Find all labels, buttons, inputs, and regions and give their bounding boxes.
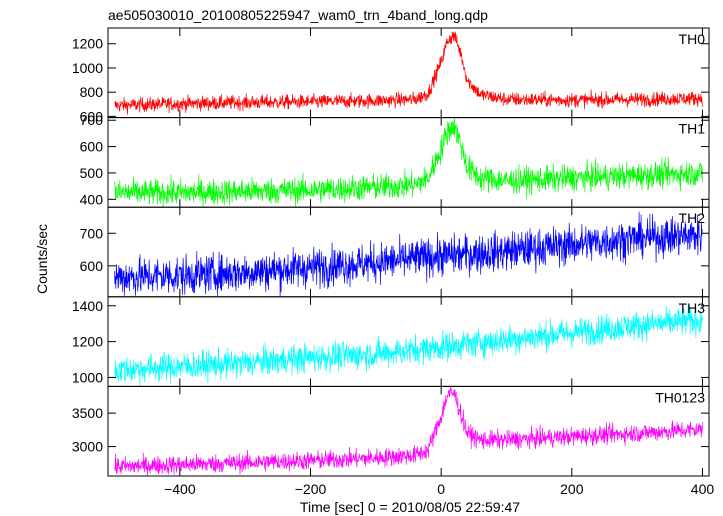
panel-label: TH0123 bbox=[655, 389, 705, 405]
x-tick-label: −200 bbox=[295, 481, 327, 497]
y-axis-label: Counts/sec bbox=[34, 224, 50, 294]
y-tick-label: 3500 bbox=[72, 405, 103, 421]
y-tick-label: 600 bbox=[80, 108, 104, 124]
panel-frame bbox=[107, 27, 710, 119]
y-tick-label: 3000 bbox=[72, 439, 103, 455]
panel-label: TH2 bbox=[679, 210, 706, 226]
x-tick-label: 200 bbox=[560, 481, 584, 497]
y-tick-label: 1000 bbox=[72, 369, 103, 385]
panel-frame bbox=[107, 206, 710, 298]
panel-th2: 600 700 TH2 bbox=[80, 206, 710, 298]
y-tick-label: 700 bbox=[80, 225, 104, 241]
panel-label: TH3 bbox=[679, 300, 706, 316]
series-line-th2 bbox=[114, 211, 703, 297]
panel-th1: 400 500 600 700 TH1 bbox=[80, 112, 710, 208]
panel-label: TH1 bbox=[679, 121, 706, 137]
series-line-th0 bbox=[114, 31, 703, 115]
series-line-th0123 bbox=[114, 386, 703, 477]
y-tick-label: 1200 bbox=[72, 334, 103, 350]
y-tick-label: 1200 bbox=[72, 36, 103, 52]
x-tick-label: 400 bbox=[691, 481, 715, 497]
y-tick-label: 800 bbox=[80, 84, 104, 100]
x-tick-label: −400 bbox=[164, 481, 196, 497]
x-tick-label: 0 bbox=[437, 481, 445, 497]
series-line-th1 bbox=[114, 117, 703, 208]
panel-th3: 1000 1200 1400 TH3 bbox=[72, 296, 710, 387]
x-axis-label: Time [sec] 0 = 2010/08/05 22:59:47 bbox=[300, 499, 520, 515]
y-tick-label: 400 bbox=[80, 191, 104, 207]
panel-th0123: 3000 3500 TH0123 bbox=[72, 385, 710, 477]
y-tick-label: 1400 bbox=[72, 298, 103, 314]
panel-th0: 600 800 1000 1200 TH0 bbox=[72, 27, 710, 124]
y-tick-label: 500 bbox=[80, 165, 104, 181]
y-tick-label: 1000 bbox=[72, 60, 103, 76]
y-tick-label: 700 bbox=[80, 112, 104, 128]
y-tick-label: 600 bbox=[80, 258, 104, 274]
panel-frame bbox=[107, 385, 710, 477]
panel-label: TH0 bbox=[679, 31, 706, 47]
series-line-th3 bbox=[114, 305, 703, 387]
chart-title: ae505030010_20100805225947_wam0_trn_4ban… bbox=[108, 7, 488, 23]
y-tick-label: 600 bbox=[80, 139, 104, 155]
